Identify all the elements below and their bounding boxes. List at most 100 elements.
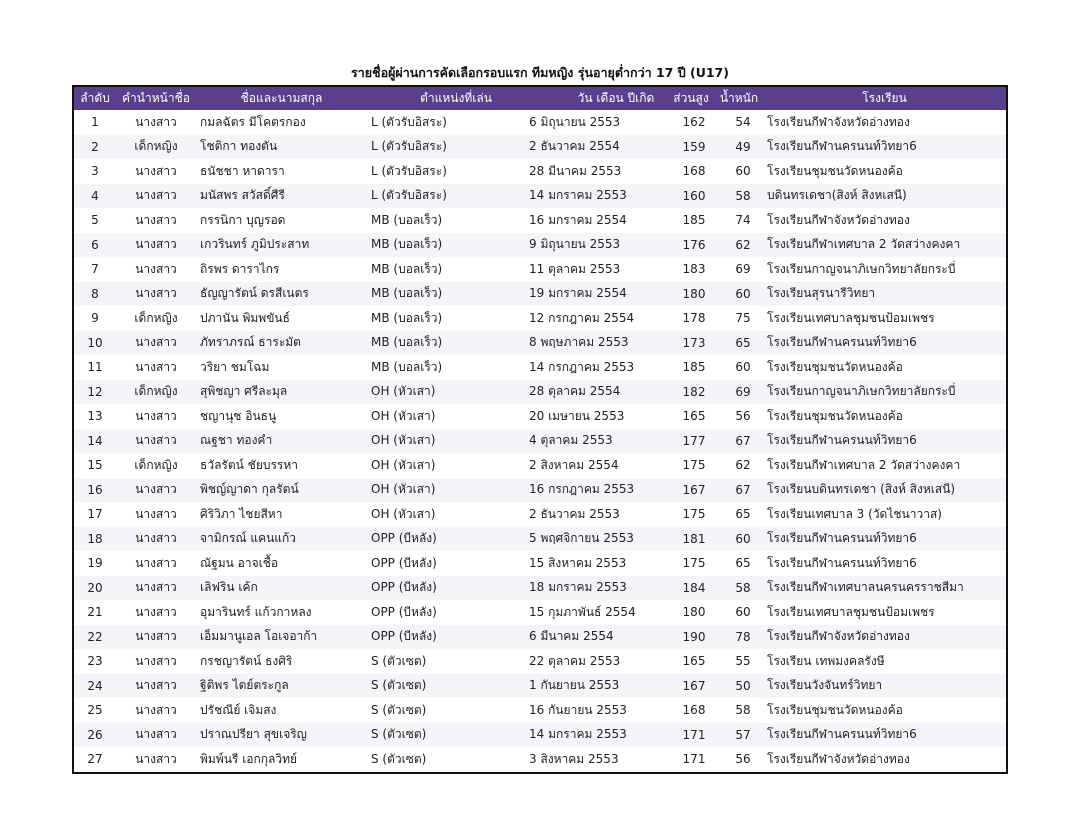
cell-weight: 54 — [735, 115, 751, 130]
cell-height: 160 — [667, 183, 715, 208]
cell-no: 14 — [74, 428, 116, 453]
cell-no: 1 — [91, 115, 99, 130]
col-header-no: ลำดับ — [74, 87, 116, 110]
cell-name: ศิริวิภา ไชยสีหา — [200, 506, 283, 521]
col-header-weight: น้ำหนัก — [715, 87, 763, 110]
cell-birthdate: 16 กรกฎาคม 2553 — [525, 477, 667, 502]
col-header-height: ส่วนสูง — [667, 87, 715, 110]
cell-position: MB (บอลเร็ว) — [371, 310, 443, 325]
cell-position: OH (หัวเสา) — [367, 428, 525, 453]
cell-school: โรงเรียนชุมชนวัดหนองค้อ — [767, 359, 903, 374]
cell-school: บดินทรเดชา(สิงห์ สิงหเสนี) — [763, 183, 1006, 208]
cell-name: กรรนิกา บุญรอด — [200, 212, 286, 227]
cell-weight: 56 — [735, 409, 751, 424]
cell-weight: 74 — [735, 213, 751, 228]
cell-height: 190 — [667, 624, 715, 649]
cell-position: S (ตัวเซต) — [371, 751, 427, 766]
cell-height: 178 — [682, 311, 706, 326]
cell-weight: 57 — [715, 722, 763, 747]
cell-school: โรงเรียนกีฬานครนนท์วิทยา6 — [763, 526, 1006, 551]
cell-name: ณัฐมน อาจเชื้อ — [200, 555, 279, 570]
cell-prefix: นางสาว — [116, 575, 196, 600]
cell-height: 185 — [682, 213, 706, 228]
cell-height: 159 — [667, 134, 715, 159]
cell-no: 6 — [74, 232, 116, 257]
document-title: รายชื่อผู้ผ่านการคัดเลือกรอบแรก ทีมหญิง … — [351, 65, 729, 80]
table-row: 2 เด็กหญิง โชติกา ทองตัน L (ตัวรับอิสระ) 2 ธ… — [74, 134, 1006, 159]
table-row: 8 นางสาว ธัญญารัตน์ ดรสีเนตร MB (บอลเร็ว) 19… — [74, 281, 1006, 306]
cell-birthdate: 4 ตุลาคม 2553 — [525, 428, 667, 453]
cell-prefix: นางสาว — [116, 722, 196, 747]
table-row: 15 เด็กหญิง ธวัลรัตน์ ชัยบรรหา OH (หัวเสา) 2… — [74, 453, 1006, 478]
cell-no: 20 — [74, 575, 116, 600]
cell-position: OPP (บีหลัง) — [367, 624, 525, 649]
cell-school: โรงเรียนชุมชนวัดหนองค้อ — [767, 408, 903, 423]
cell-height: 173 — [667, 330, 715, 355]
cell-position: S (ตัวเซต) — [367, 722, 525, 747]
cell-prefix: นางสาว — [116, 526, 196, 551]
cell-position: S (ตัวเซต) — [371, 702, 427, 717]
cell-prefix: นางสาว — [116, 232, 196, 257]
cell-position: L (ตัวรับอิสระ) — [367, 183, 525, 208]
cell-no: 3 — [91, 164, 99, 179]
table-row: 3 นางสาว ธนัชชา หาดารา L (ตัวรับอิสระ) 28 มี… — [74, 159, 1006, 184]
cell-birthdate: 15 สิงหาคม 2553 — [529, 555, 627, 570]
table-row: 1 นางสาว กมลฉัตร มีโคตรกอง L (ตัวรับอิสระ) 6… — [74, 110, 1006, 135]
table-row: 26 นางสาว ปราณปรียา สุขเจริญ S (ตัวเซต) 14 ม… — [74, 722, 1006, 747]
table-row: 12 เด็กหญิง สุพิชญา ศรีละมุล OH (หัวเสา) 28… — [74, 379, 1006, 404]
cell-position: L (ตัวรับอิสระ) — [367, 134, 525, 159]
cell-school: โรงเรียนกีฬาจังหวัดอ่างทอง — [767, 751, 910, 766]
cell-weight: 67 — [715, 428, 763, 453]
cell-weight: 65 — [735, 556, 751, 571]
cell-prefix: เด็กหญิง — [134, 310, 178, 325]
cell-weight: 62 — [715, 232, 763, 257]
cell-position: MB (บอลเร็ว) — [367, 330, 525, 355]
cell-birthdate: 18 มกราคม 2553 — [525, 575, 667, 600]
cell-school: โรงเรียนกีฬานครนนท์วิทยา6 — [763, 134, 1006, 159]
cell-weight: 65 — [735, 507, 751, 522]
cell-weight: 58 — [735, 703, 751, 718]
table-row: 11 นางสาว วริยา ชมโฉม MB (บอลเร็ว) 14 กรกฎาค… — [74, 355, 1006, 380]
cell-no: 23 — [87, 654, 103, 669]
cell-name: มนัสพร สวัสดิ์ศีรี — [196, 183, 367, 208]
cell-weight: 69 — [735, 262, 751, 277]
cell-prefix: นางสาว — [135, 359, 177, 374]
cell-school: โรงเรียนกีฬาเทศบาล 2 วัดสว่างคงคา — [763, 232, 1006, 257]
cell-school: โรงเรียนกีฬาจังหวัดอ่างทอง — [763, 624, 1006, 649]
cell-height: 171 — [682, 752, 706, 767]
cell-no: 2 — [74, 134, 116, 159]
col-header-school: โรงเรียน — [763, 87, 1006, 110]
cell-birthdate: 1 กันยายน 2553 — [525, 673, 667, 698]
cell-school: โรงเรียนกาญจนาภิเษกวิทยาลัยกระบี่ — [767, 261, 956, 276]
cell-name: ธัญญารัตน์ ดรสีเนตร — [196, 281, 367, 306]
cell-prefix: นางสาว — [116, 183, 196, 208]
cell-name: ฐิติพร ไตย์ตระกูล — [196, 673, 367, 698]
cell-birthdate: 14 กรกฎาคม 2553 — [529, 359, 635, 374]
cell-no: 22 — [74, 624, 116, 649]
cell-position: L (ตัวรับอิสระ) — [371, 163, 447, 178]
table-row: 19 นางสาว ณัฐมน อาจเชื้อ OPP (บีหลัง) 15 สิง… — [74, 551, 1006, 576]
cell-birthdate: 28 มีนาคม 2553 — [529, 163, 622, 178]
cell-birthdate: 20 เมษายน 2553 — [529, 408, 625, 423]
cell-birthdate: 14 มกราคม 2553 — [525, 722, 667, 747]
cell-no: 13 — [87, 409, 103, 424]
cell-weight: 58 — [715, 183, 763, 208]
cell-name: ธนัชชา หาดารา — [200, 163, 285, 178]
cell-birthdate: 2 สิงหาคม 2554 — [529, 457, 619, 472]
cell-height: 177 — [667, 428, 715, 453]
cell-school: โรงเรียนเทศบาล 3 (วัดไชนาวาส) — [767, 506, 942, 521]
cell-name: กมลฉัตร มีโคตรกอง — [200, 114, 306, 129]
cell-name: วริยา ชมโฉม — [200, 359, 270, 374]
cell-prefix: นางสาว — [135, 506, 177, 521]
cell-no: 24 — [74, 673, 116, 698]
cell-weight: 78 — [715, 624, 763, 649]
cell-height: 184 — [667, 575, 715, 600]
cell-prefix: นางสาว — [135, 163, 177, 178]
cell-no: 19 — [87, 556, 103, 571]
cell-prefix: เด็กหญิง — [116, 134, 196, 159]
cell-birthdate: 15 กุมภาพันธ์ 2554 — [529, 604, 636, 619]
cell-school: โรงเรียนกีฬาเทศบาลนครนครราชสีมา — [763, 575, 1006, 600]
table-row: 17 นางสาว ศิริวิภา ไชยสีหา OH (หัวเสา) 2 ธัน… — [74, 502, 1006, 527]
cell-no: 18 — [74, 526, 116, 551]
cell-name: ธวัลรัตน์ ชัยบรรหา — [200, 457, 299, 472]
